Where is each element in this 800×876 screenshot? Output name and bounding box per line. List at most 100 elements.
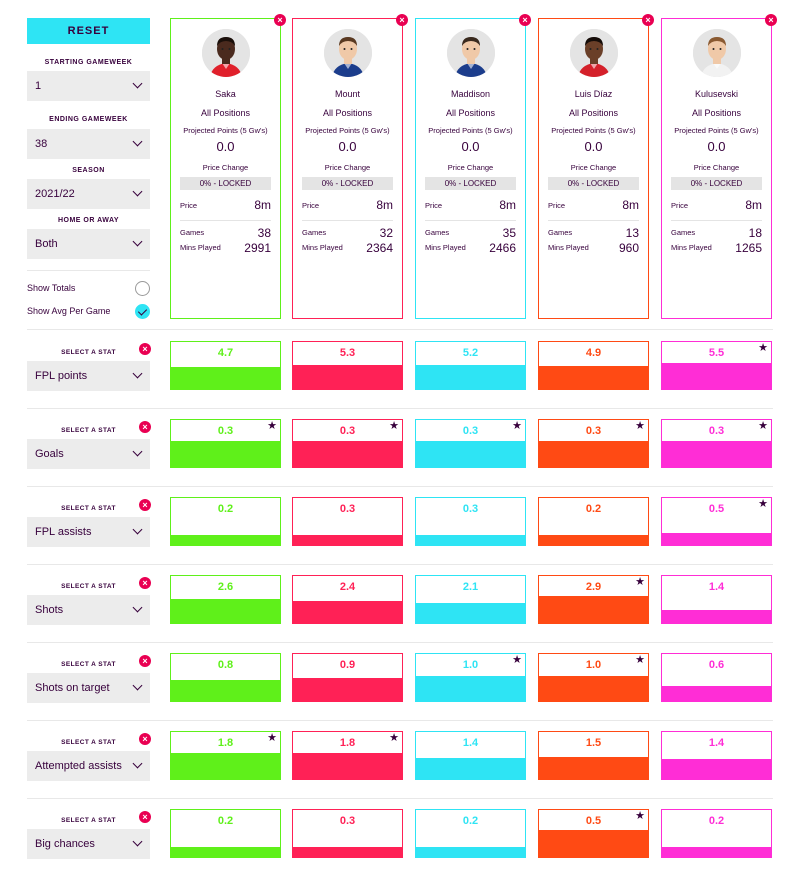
stat-select-value: Goals [35,448,64,460]
reset-button[interactable]: RESET [27,18,150,44]
stat-value-box: 0.2 [538,497,649,546]
chevron-down-icon [132,236,143,247]
remove-stat-close-icon[interactable]: × [139,733,151,745]
ending-gameweek-select[interactable]: 38 [27,129,150,159]
row-divider [27,408,773,409]
remove-player-close-icon[interactable]: × [642,14,654,26]
player-position: All Positions [200,108,251,118]
player-position: All Positions [568,108,619,118]
show-totals-radio[interactable] [135,281,150,296]
stat-value: 5.2 [462,347,479,359]
stat-value-box: 0.5 ★ [661,497,772,546]
select-stat-label: SELECT A STAT [61,427,116,434]
stat-select[interactable]: Shots on target [27,673,150,703]
stat-value-box: 0.3 [292,497,403,546]
starting-gameweek-label: STARTING GAMEWEEK [44,59,133,66]
stat-bar-fill [293,847,402,857]
player-position: All Positions [691,108,742,118]
stat-bar-fill [171,680,280,701]
divider [671,220,762,221]
stat-value-box: 1.4 [661,731,772,780]
stat-value-box: 2.9 ★ [538,575,649,624]
stat-value: 0.3 [339,815,356,827]
player-name: Maddison [450,89,491,99]
remove-stat-close-icon[interactable]: × [139,577,151,589]
price-change-status: 0% - LOCKED [302,177,393,190]
stat-select[interactable]: FPL assists [27,517,150,547]
stat-bar-fill [539,366,648,389]
stat-value-box: 0.3 ★ [538,419,649,468]
stat-value-box: 0.3 ★ [170,419,281,468]
price-change-status: 0% - LOCKED [671,177,762,190]
remove-stat-close-icon[interactable]: × [139,811,151,823]
price-change-label: Price Change [693,163,740,172]
stat-select[interactable]: FPL points [27,361,150,391]
projected-points-label: Projected Points (5 Gw's) [428,126,513,135]
stat-value-box: 2.6 [170,575,281,624]
stat-value-box: 0.8 [170,653,281,702]
player-photo-icon [323,29,372,77]
remove-stat-close-icon[interactable]: × [139,499,151,511]
home-away-select[interactable]: Both [27,229,150,259]
games-row: Games 32 [302,226,393,240]
chevron-down-icon [132,368,143,379]
stat-value-box: 5.2 [415,341,526,390]
stat-value-box: 0.2 [170,809,281,858]
games-label: Games [302,228,327,237]
star-icon: ★ [635,810,645,822]
remove-player-close-icon[interactable]: × [274,14,286,26]
mins-label: Mins Played [671,243,712,252]
remove-stat-close-icon[interactable]: × [139,343,151,355]
stat-value: 0.8 [217,659,234,671]
stat-value: 0.2 [708,815,725,827]
starting-gameweek-select[interactable]: 1 [27,71,150,101]
remove-player-close-icon[interactable]: × [519,14,531,26]
games-label: Games [671,228,696,237]
stat-value: 0.9 [339,659,356,671]
stat-bar-fill [662,441,771,467]
stat-bar-fill [293,441,402,467]
stat-value: 0.6 [708,659,725,671]
player-photo-icon [201,29,250,77]
games-row: Games 18 [671,226,762,240]
remove-player-close-icon[interactable]: × [765,14,777,26]
remove-stat-close-icon[interactable]: × [139,655,151,667]
select-stat-label: SELECT A STAT [61,817,116,824]
row-divider [27,564,773,565]
stat-value-box: 1.5 [538,731,649,780]
price-change-label: Price Change [447,163,494,172]
games-value: 32 [379,226,393,240]
mins-label: Mins Played [548,243,589,252]
player-name: Mount [334,89,360,99]
price-row: Price 8m [180,198,271,214]
stat-bar-fill [416,535,525,545]
stat-select[interactable]: Goals [27,439,150,469]
stat-value-box: 5.5 ★ [661,341,772,390]
remove-player-close-icon[interactable]: × [396,14,408,26]
show-totals-toggle[interactable]: Show Totals [27,281,150,297]
season-select[interactable]: 2021/22 [27,179,150,209]
price-change-label: Price Change [202,163,249,172]
stat-value: 1.4 [462,737,479,749]
stat-value-box: 4.9 [538,341,649,390]
stat-bar-fill [539,441,648,467]
select-stat-label: SELECT A STAT [61,739,116,746]
chevron-down-icon [132,680,143,691]
stat-bar-fill [662,533,771,545]
show-avg-radio-checked[interactable] [135,304,150,319]
stat-value-box: 0.3 [292,809,403,858]
price-change-label: Price Change [324,163,371,172]
stat-bar-fill [662,847,771,857]
projected-points-label: Projected Points (5 Gw's) [674,126,759,135]
stat-select[interactable]: Shots [27,595,150,625]
stat-bar-fill [416,758,525,779]
stat-bar-fill [662,686,771,701]
player-card: × Luis Díaz All Positions Projected Points … [538,14,654,319]
remove-stat-close-icon[interactable]: × [139,421,151,433]
stat-bar-fill [293,365,402,389]
show-avg-toggle[interactable]: Show Avg Per Game [27,304,150,320]
stat-select[interactable]: Big chances [27,829,150,859]
divider [548,220,639,221]
stat-select[interactable]: Attempted assists [27,751,150,781]
chevron-down-icon [132,186,143,197]
